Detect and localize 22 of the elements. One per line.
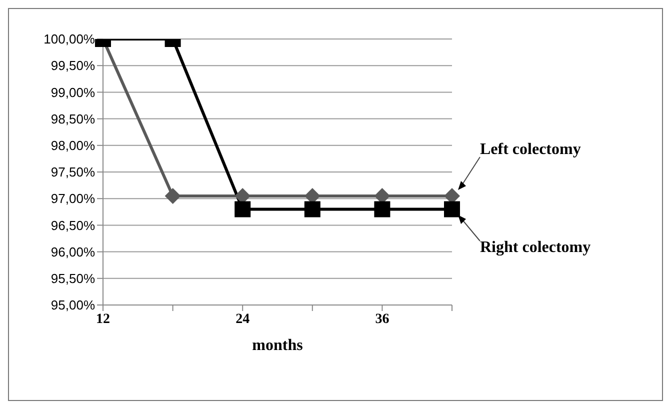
- y-tick-label: 99,50%: [50, 58, 96, 74]
- y-tick-label: 95,50%: [50, 271, 96, 286]
- point: [444, 201, 460, 218]
- y-tick-label: 97,50%: [50, 164, 96, 180]
- y-tick-label: 99,00%: [50, 84, 96, 100]
- y-tick-label: 96,00%: [50, 244, 96, 260]
- point: [304, 201, 320, 218]
- y-tick-label: 98,00%: [50, 138, 96, 154]
- series-label: Right colectomy: [480, 239, 591, 258]
- y-tick-label: 95,00%: [50, 298, 96, 313]
- point: [164, 188, 181, 204]
- text: Left colectomy: [480, 140, 581, 159]
- y-tick-label: 97,00%: [50, 191, 96, 206]
- x-axis-title: months: [252, 337, 303, 354]
- x-tick-label: 36: [375, 312, 390, 327]
- y-tick-label: 98,50%: [50, 111, 96, 126]
- point: [374, 201, 390, 218]
- x-tick-label: 24: [236, 312, 250, 327]
- x-tick-label: 12: [96, 312, 110, 327]
- point: [234, 201, 251, 218]
- y-tick-label: 96,50%: [50, 218, 96, 233]
- y-tick-label: 100,00%: [44, 32, 96, 47]
